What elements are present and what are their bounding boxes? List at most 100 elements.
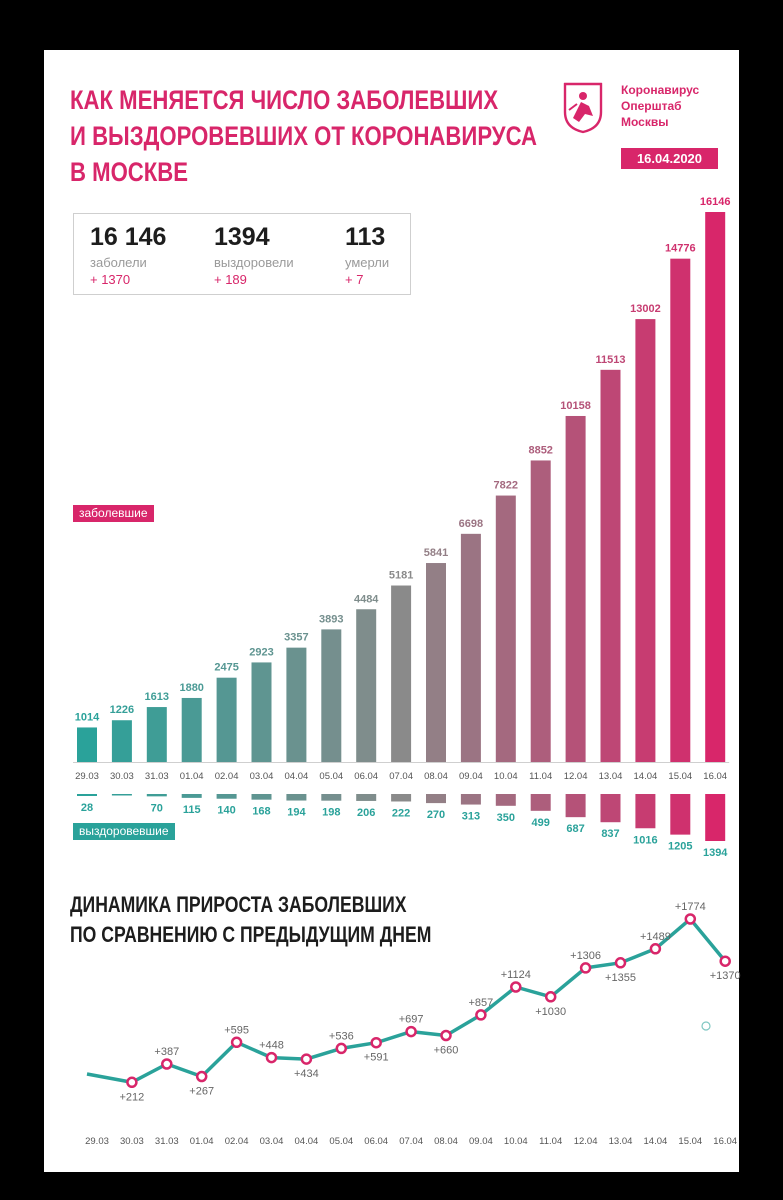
growth-x-tick-label: 16.04 bbox=[713, 1136, 737, 1147]
recovered-bar bbox=[216, 794, 237, 799]
x-tick-label: 10.04 bbox=[494, 771, 518, 782]
stat-label: умерли bbox=[345, 255, 390, 270]
growth-point-label: +1774 bbox=[675, 901, 706, 913]
recovered-bar-label: 115 bbox=[183, 804, 201, 816]
recovered-bar bbox=[705, 794, 726, 841]
org-line: Оперштаб bbox=[621, 99, 682, 113]
growth-point bbox=[544, 991, 557, 1003]
cases-bar bbox=[111, 720, 132, 762]
growth-chart-title: ДИНАМИКА ПРИРОСТА ЗАБОЛЕВШИХ ПО СРАВНЕНИ… bbox=[70, 890, 486, 950]
date-badge: 16.04.2020 bbox=[621, 148, 718, 169]
cases-bar-label: 4484 bbox=[354, 593, 379, 605]
recovered-bar-label: 687 bbox=[566, 823, 584, 835]
recovered-bar-label: 206 bbox=[357, 807, 375, 819]
stat-delta: + 1370 bbox=[90, 272, 131, 287]
cases-bar-label: 2475 bbox=[214, 662, 238, 674]
stat-deaths: 113 умерли + 7 bbox=[345, 222, 389, 288]
growth-point bbox=[405, 1025, 417, 1038]
recovered-bar bbox=[146, 794, 167, 797]
growth-point bbox=[126, 1076, 138, 1089]
growth-point bbox=[300, 1053, 313, 1065]
cases-bar bbox=[530, 460, 551, 762]
growth-x-tick-label: 03.04 bbox=[260, 1136, 284, 1147]
x-tick-label: 03.04 bbox=[250, 771, 274, 782]
growth-x-tick-label: 05.04 bbox=[329, 1136, 353, 1147]
growth-point bbox=[719, 955, 731, 967]
recovered-bar-label: 194 bbox=[287, 807, 306, 819]
recovered-bar bbox=[356, 794, 377, 801]
x-tick-label: 06.04 bbox=[354, 771, 378, 782]
x-tick-label: 09.04 bbox=[459, 771, 483, 782]
recovered-bar bbox=[181, 794, 202, 798]
x-tick-label: 04.04 bbox=[285, 771, 309, 782]
cases-bar bbox=[670, 258, 691, 762]
cases-bar-label: 3893 bbox=[319, 613, 343, 625]
growth-point bbox=[230, 1036, 243, 1049]
org-name: Коронавирус Оперштаб Москвы bbox=[621, 82, 699, 130]
cases-bar-label: 5181 bbox=[389, 570, 413, 582]
stat-value: 113 bbox=[345, 223, 386, 251]
org-line: Москвы bbox=[621, 115, 669, 129]
stat-delta: + 7 bbox=[345, 272, 364, 287]
growth-x-tick-label: 06.04 bbox=[364, 1136, 388, 1147]
stat-cases: 16 146 заболели + 1370 bbox=[90, 222, 166, 288]
cases-bar bbox=[391, 585, 412, 762]
cases-bar bbox=[600, 369, 621, 762]
cases-bar-label: 6698 bbox=[459, 518, 483, 530]
growth-point-label: +1030 bbox=[535, 1006, 566, 1018]
cases-bar-label: 1613 bbox=[145, 691, 169, 703]
growth-point bbox=[335, 1042, 348, 1055]
growth-point-label: +595 bbox=[224, 1024, 249, 1036]
stat-label: заболели bbox=[90, 255, 147, 270]
x-tick-label: 07.04 bbox=[389, 771, 413, 782]
cases-bar bbox=[426, 563, 446, 762]
growth-x-tick-label: 13.04 bbox=[609, 1136, 633, 1147]
stats-summary: 16 146 заболели + 1370 1394 выздоровели … bbox=[73, 213, 411, 295]
decorative-dot bbox=[701, 1021, 711, 1031]
growth-point bbox=[684, 913, 697, 925]
cases-bar-label: 5841 bbox=[424, 547, 448, 559]
cases-bar bbox=[565, 415, 586, 762]
recovered-bar bbox=[426, 794, 446, 804]
recovered-bar bbox=[635, 794, 656, 829]
x-tick-label: 13.04 bbox=[599, 771, 623, 782]
growth-point-label: +1489 bbox=[640, 931, 671, 943]
recovered-bar-label: 198 bbox=[322, 807, 340, 819]
growth-point bbox=[195, 1070, 208, 1083]
growth-x-tick-label: 04.04 bbox=[295, 1136, 319, 1147]
recovered-bar-label: 222 bbox=[392, 807, 410, 819]
growth-point-label: +591 bbox=[364, 1052, 389, 1064]
cases-bar-label: 14776 bbox=[665, 243, 696, 255]
growth-point bbox=[475, 1009, 487, 1021]
growth-point-label: +536 bbox=[329, 1030, 354, 1042]
growth-x-tick-label: 30.03 bbox=[120, 1136, 144, 1147]
recovered-bar bbox=[670, 794, 691, 835]
growth-x-tick-label: 15.04 bbox=[678, 1136, 702, 1147]
x-tick-label: 29.03 bbox=[75, 771, 99, 782]
cases-bar bbox=[460, 533, 481, 762]
page-title: КАК МЕНЯЕТСЯ ЧИСЛО ЗАБОЛЕВШИХ И ВЫЗДОРОВ… bbox=[70, 82, 537, 190]
growth-point bbox=[614, 957, 627, 969]
growth-point bbox=[265, 1051, 278, 1064]
growth-point-label: +267 bbox=[189, 1086, 214, 1098]
growth-point bbox=[649, 943, 662, 955]
cases-bar bbox=[356, 609, 377, 762]
recovered-bar bbox=[286, 794, 307, 801]
cases-bar bbox=[495, 495, 516, 762]
cases-bar-label: 1226 bbox=[110, 704, 134, 716]
cases-bar-label: 7822 bbox=[494, 480, 518, 492]
recovered-bar-label: 168 bbox=[252, 806, 270, 818]
growth-point-label: +448 bbox=[259, 1040, 284, 1052]
recovered-bar-label: 837 bbox=[601, 828, 619, 840]
stat-value: 1394 bbox=[214, 223, 270, 251]
cases-bar-label: 2923 bbox=[249, 646, 273, 658]
recovered-bar bbox=[391, 794, 412, 802]
cases-bar-label: 13002 bbox=[630, 303, 661, 315]
recovered-bar bbox=[565, 794, 586, 818]
x-tick-label: 08.04 bbox=[424, 771, 448, 782]
growth-x-tick-label: 09.04 bbox=[469, 1136, 493, 1147]
recovered-bar-label: 350 bbox=[497, 812, 515, 824]
x-tick-label: 11.04 bbox=[529, 771, 552, 782]
subtitle-line: ДИНАМИКА ПРИРОСТА ЗАБОЛЕВШИХ bbox=[70, 892, 407, 917]
growth-point-label: +387 bbox=[154, 1046, 179, 1058]
